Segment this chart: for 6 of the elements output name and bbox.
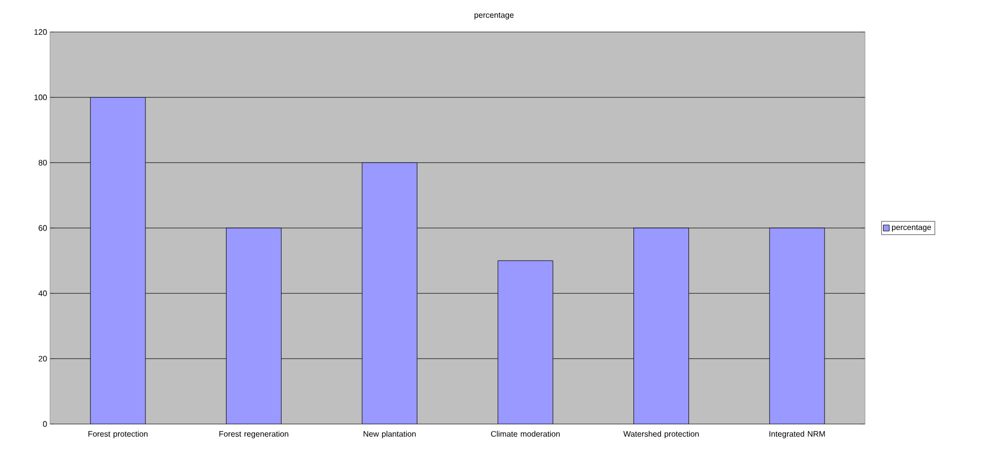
bar <box>90 97 146 424</box>
bar <box>498 260 554 424</box>
bar <box>634 228 690 424</box>
bar <box>769 228 825 424</box>
bar <box>226 228 282 424</box>
bar <box>362 162 418 424</box>
